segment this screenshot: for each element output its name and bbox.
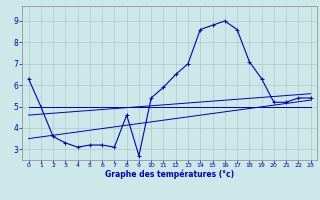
X-axis label: Graphe des températures (°c): Graphe des températures (°c)	[105, 170, 234, 179]
